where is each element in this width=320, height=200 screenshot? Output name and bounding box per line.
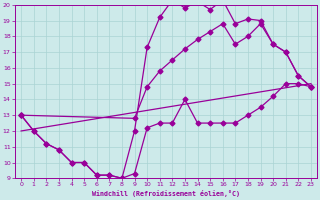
X-axis label: Windchill (Refroidissement éolien,°C): Windchill (Refroidissement éolien,°C) [92,190,240,197]
